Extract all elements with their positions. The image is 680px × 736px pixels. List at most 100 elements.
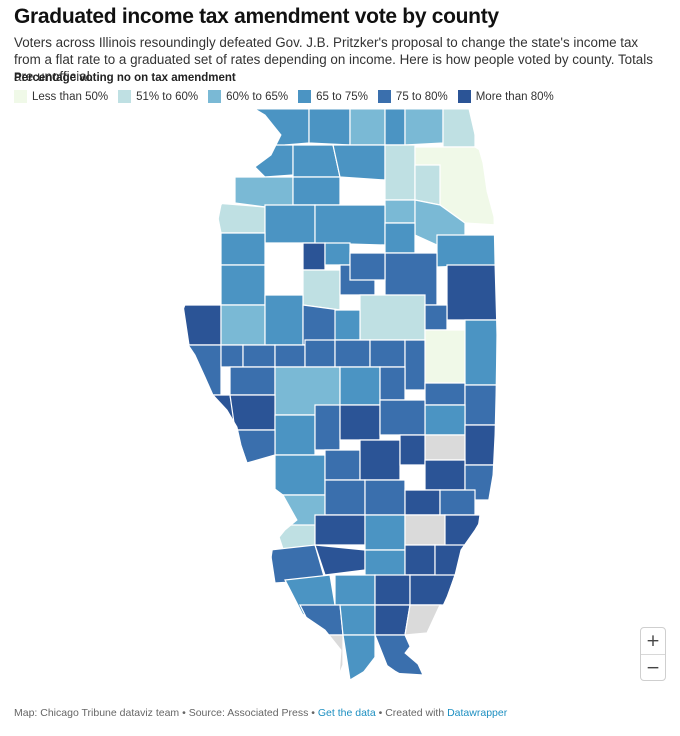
county-vermilion[interactable] bbox=[464, 319, 497, 386]
county-marion[interactable] bbox=[364, 479, 406, 516]
county-peoria[interactable] bbox=[302, 269, 341, 311]
legend-swatch bbox=[208, 90, 222, 103]
county-dekalb[interactable] bbox=[332, 144, 386, 181]
county-stark[interactable] bbox=[302, 242, 326, 271]
county-douglas[interactable] bbox=[424, 382, 466, 406]
county-clinton[interactable] bbox=[324, 479, 366, 516]
page-title: Graduated income tax amendment vote by c… bbox=[14, 5, 499, 28]
county-lasalle[interactable] bbox=[314, 204, 386, 246]
legend-label: More than 80% bbox=[475, 90, 554, 103]
county-jasper[interactable] bbox=[424, 459, 466, 491]
county-dupage[interactable] bbox=[414, 164, 441, 206]
county-pope[interactable] bbox=[374, 604, 411, 636]
county-moultrie[interactable] bbox=[379, 366, 406, 401]
county-clark[interactable] bbox=[424, 434, 466, 461]
county-fayette[interactable] bbox=[359, 439, 401, 481]
county-jefferson[interactable] bbox=[364, 514, 406, 551]
county-lake[interactable] bbox=[442, 105, 476, 148]
legend-label: 65 to 75% bbox=[316, 90, 368, 103]
county-clay[interactable] bbox=[404, 489, 441, 516]
county-edgar[interactable] bbox=[464, 384, 497, 426]
county-stephenson[interactable] bbox=[308, 105, 351, 146]
county-mchenry[interactable] bbox=[404, 105, 444, 146]
county-marshall[interactable] bbox=[349, 252, 386, 281]
footer-separator: • bbox=[311, 707, 315, 719]
intro-text: Voters across Illinois resoundingly defe… bbox=[14, 35, 653, 84]
county-bureau[interactable] bbox=[264, 204, 316, 244]
county-greene[interactable] bbox=[229, 394, 276, 431]
county-grundy[interactable] bbox=[384, 222, 416, 254]
county-gallatin[interactable] bbox=[409, 574, 456, 606]
county-washington[interactable] bbox=[314, 514, 366, 546]
county-putnam[interactable] bbox=[324, 242, 351, 266]
county-coles[interactable] bbox=[424, 404, 466, 436]
county-massac[interactable] bbox=[374, 634, 424, 676]
county-kane[interactable] bbox=[384, 144, 416, 201]
legend-label: 60% to 65% bbox=[226, 90, 289, 103]
county-pulaski[interactable] bbox=[342, 634, 376, 681]
county-cumberland[interactable] bbox=[379, 399, 426, 436]
legend-item-gt80: More than 80% bbox=[457, 90, 554, 103]
zoom-out-button[interactable]: − bbox=[641, 654, 665, 680]
county-hamilton[interactable] bbox=[404, 544, 436, 576]
county-brown[interactable] bbox=[220, 344, 244, 368]
county-knox[interactable] bbox=[220, 264, 266, 306]
county-cass[interactable] bbox=[274, 344, 306, 368]
county-wayne[interactable] bbox=[404, 514, 446, 546]
county-dewitt[interactable] bbox=[334, 309, 361, 341]
county-henry[interactable] bbox=[220, 232, 266, 266]
legend-item-51-60: 51% to 60% bbox=[118, 90, 198, 103]
county-hardin[interactable] bbox=[404, 604, 441, 636]
county-shelby[interactable] bbox=[339, 404, 381, 441]
legend-swatch bbox=[14, 90, 27, 103]
illinois-county-map[interactable] bbox=[175, 105, 515, 695]
county-champaign[interactable] bbox=[424, 329, 466, 384]
county-saline[interactable] bbox=[374, 574, 411, 606]
created-with-text: Created with bbox=[385, 707, 445, 719]
county-kendall[interactable] bbox=[384, 199, 416, 224]
county-piatt[interactable] bbox=[404, 339, 426, 391]
county-mclean[interactable] bbox=[359, 294, 426, 341]
county-winnebago[interactable] bbox=[349, 105, 386, 146]
legend-label: 51% to 60% bbox=[136, 90, 199, 103]
county-madison[interactable] bbox=[274, 454, 326, 496]
county-boone[interactable] bbox=[384, 105, 406, 146]
county-fulton[interactable] bbox=[264, 294, 304, 346]
county-williamson[interactable] bbox=[334, 574, 376, 606]
zoom-in-button[interactable]: + bbox=[645, 631, 661, 651]
county-hancock[interactable] bbox=[182, 304, 222, 346]
county-union[interactable] bbox=[299, 604, 344, 636]
county-macoupin[interactable] bbox=[274, 414, 316, 456]
county-effingham[interactable] bbox=[399, 434, 426, 466]
county-logan[interactable] bbox=[334, 339, 371, 368]
footer-separator: • bbox=[378, 707, 383, 719]
county-whiteside[interactable] bbox=[234, 176, 294, 208]
legend-swatch bbox=[377, 90, 391, 103]
county-adams[interactable] bbox=[175, 344, 222, 396]
footer-separator: • bbox=[182, 707, 186, 719]
county-montgomery[interactable] bbox=[314, 404, 341, 451]
county-johnson[interactable] bbox=[339, 604, 376, 636]
county-macon[interactable] bbox=[369, 339, 406, 368]
county-kankakee[interactable] bbox=[436, 234, 497, 268]
county-richland[interactable] bbox=[439, 489, 476, 516]
zoom-controls: + − bbox=[640, 627, 666, 681]
legend-swatch bbox=[457, 90, 471, 103]
county-bond[interactable] bbox=[324, 449, 361, 481]
county-mason[interactable] bbox=[304, 339, 336, 368]
county-christian[interactable] bbox=[339, 366, 381, 406]
datawrapper-link[interactable]: Datawrapper bbox=[447, 707, 508, 719]
county-mcdonough[interactable] bbox=[220, 304, 266, 346]
map-credit: Map: Chicago Tribune dataviz team bbox=[14, 707, 180, 719]
county-ford[interactable] bbox=[424, 304, 448, 331]
county-lee[interactable] bbox=[292, 176, 341, 206]
get-the-data-link[interactable]: Get the data bbox=[317, 707, 376, 719]
county-iroquois[interactable] bbox=[446, 264, 497, 321]
county-ogle[interactable] bbox=[292, 144, 341, 178]
color-legend: Less than 50% 51% to 60% 60% to 65% 65 t… bbox=[14, 90, 554, 103]
county-rock-island[interactable] bbox=[214, 202, 266, 234]
county-schuyler[interactable] bbox=[242, 344, 276, 368]
legend-item-lt50: Less than 50% bbox=[14, 90, 108, 103]
county-crawford[interactable] bbox=[464, 424, 497, 466]
county-morgan[interactable] bbox=[229, 366, 276, 396]
